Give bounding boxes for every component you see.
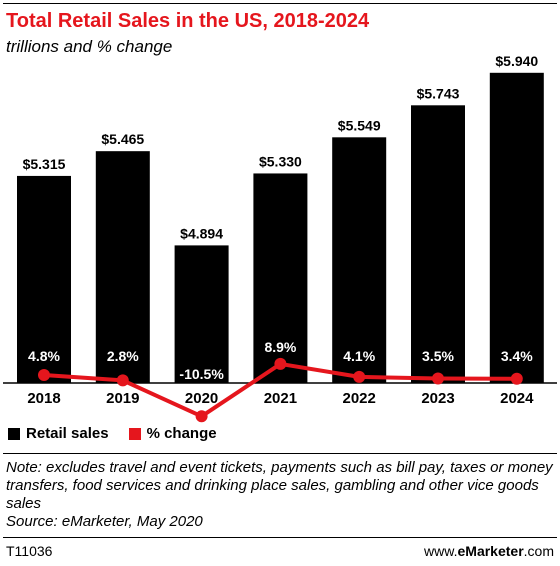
top-rule (3, 3, 557, 4)
legend-item-retail-sales: Retail sales (8, 425, 109, 442)
pct-label-2021: 8.9% (264, 339, 296, 355)
brand-name: eMarketer (457, 543, 524, 559)
bar-2020 (174, 245, 229, 383)
note-block: Note: excludes travel and event tickets,… (6, 459, 554, 531)
note-bottom-rule (3, 537, 557, 538)
legend-label-retail-sales: Retail sales (26, 425, 109, 442)
legend-item-pct-change: % change (128, 425, 217, 442)
brand-suffix: .com (523, 543, 554, 559)
pct-point-2024 (510, 372, 523, 385)
pct-label-2019: 2.8% (107, 348, 139, 364)
pct-label-2020: -10.5% (179, 366, 224, 382)
x-tick-label-2022: 2022 (343, 390, 376, 407)
legend-swatch-black (8, 427, 20, 440)
pct-label-2023: 3.5% (422, 348, 454, 364)
pct-point-2018 (38, 369, 50, 381)
x-tick-label-2020: 2020 (185, 390, 218, 407)
bar-2018 (17, 175, 71, 383)
pct-point-2020 (195, 410, 208, 423)
bar-2024 (489, 72, 544, 384)
legend-swatch-red (128, 427, 141, 440)
x-tick-label-2021: 2021 (264, 390, 297, 407)
chart-title: Total Retail Sales in the US, 2018-2024 (6, 10, 370, 32)
pct-label-2018: 4.8% (28, 348, 60, 364)
bar-value-label-2018: $5.315 (23, 156, 66, 172)
bar-value-label-2024: $5.940 (495, 53, 538, 69)
x-tick-label-2023: 2023 (421, 390, 454, 407)
bar-2019 (95, 151, 150, 383)
pct-label-2024: 3.4% (501, 348, 533, 364)
pct-point-2023 (432, 372, 444, 385)
chart-id: T11036 (6, 543, 53, 559)
bar-value-label-2020: $4.894 (180, 225, 223, 241)
x-tick-label-2019: 2019 (106, 390, 139, 407)
chart-plot: $5.315 $5.465 $4.894 $5.330 $5.549 $5.743 $5.9… (3, 53, 557, 423)
bar-2021 (253, 173, 308, 383)
bar-value-label-2022: $5.549 (338, 117, 381, 133)
bar-value-label-2023: $5.743 (417, 85, 460, 101)
note-top-rule (3, 453, 557, 454)
legend: Retail sales % change (8, 425, 237, 442)
source-text: Source: eMarketer, May 2020 (6, 513, 203, 530)
pct-point-2021 (274, 357, 287, 370)
chart-frame: Total Retail Sales in the US, 2018-2024 … (3, 3, 557, 563)
bar-2023 (411, 105, 465, 384)
bar-value-label-2021: $5.330 (259, 153, 302, 169)
x-tick-label-2018: 2018 (27, 390, 60, 407)
pct-point-2022 (353, 370, 366, 383)
brand-mark: www.eMarketer.com (424, 543, 554, 559)
legend-label-pct-change: % change (146, 425, 217, 442)
pct-label-2022: 4.1% (343, 348, 375, 364)
pct-point-2019 (116, 374, 129, 387)
x-tick-label-2024: 2024 (500, 390, 534, 407)
note-text: Note: excludes travel and event tickets,… (6, 459, 553, 512)
brand-prefix: www. (424, 543, 458, 559)
chart-subtitle: trillions and % change (6, 37, 173, 56)
bar-value-label-2019: $5.465 (101, 131, 144, 147)
bar-2022 (332, 137, 387, 383)
